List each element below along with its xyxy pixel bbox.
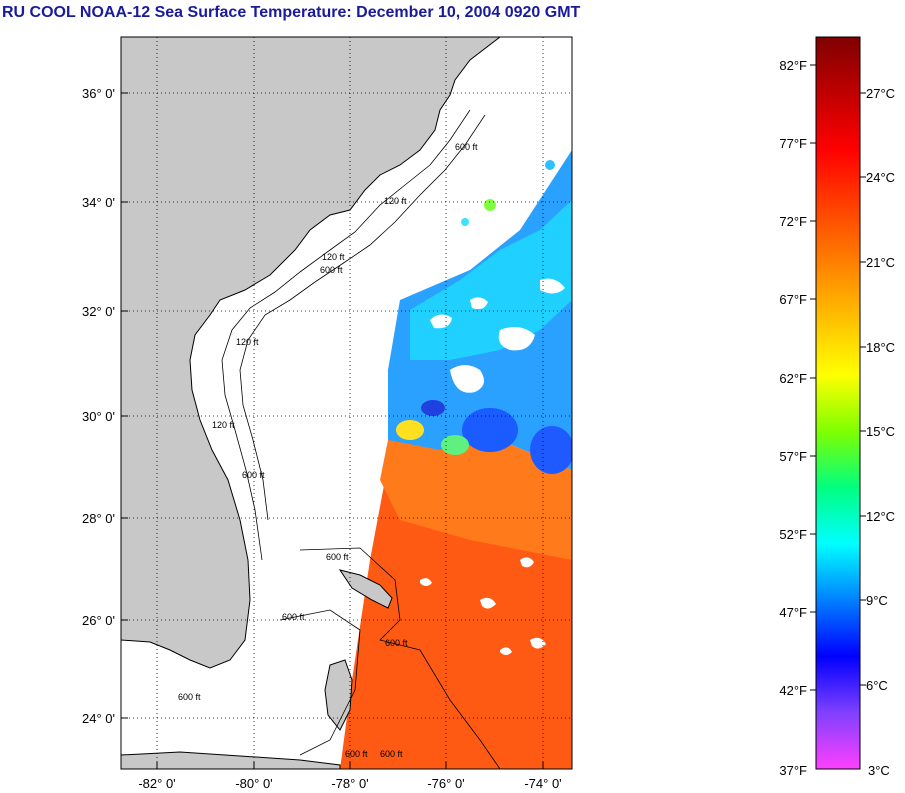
frame-ticks (121, 92, 544, 769)
c-label-3: 3°C (868, 763, 890, 778)
lon-label-76: -76° 0' (427, 776, 464, 791)
sst-orange-patches (380, 430, 572, 560)
f-label-67: 67°F (779, 292, 807, 307)
lon-label-74: -74° 0' (524, 776, 561, 791)
fahrenheit-ticks (810, 64, 816, 691)
lon-label-78: -78° 0' (331, 776, 368, 791)
contour-label-2: 600 ft (455, 142, 478, 152)
sst-cold-patch-3 (421, 400, 445, 416)
c-label-12: 12°C (866, 509, 895, 524)
contour-label-8: 600 ft (282, 612, 305, 622)
contour-120ft (221, 109, 471, 561)
contour-label-5: 120 ft (236, 337, 259, 347)
f-label-57: 57°F (779, 449, 807, 464)
lat-label-36: 36° 0' (82, 86, 115, 101)
land-us-southeast (121, 37, 501, 669)
f-label-37: 37°F (779, 763, 807, 778)
f-label-62: 62°F (779, 371, 807, 386)
lat-label-30: 30° 0' (82, 409, 115, 424)
contour-bahamas (279, 547, 501, 769)
contour-label-3: 120 ft (322, 252, 345, 262)
f-label-52: 52°F (779, 527, 807, 542)
sst-cold-patch-2 (530, 426, 572, 474)
bathymetry-contours (221, 109, 501, 769)
map-title: RU COOL NOAA-12 Sea Surface Temperature:… (2, 4, 581, 21)
contour-600ft (239, 114, 486, 521)
contour-label-7: 600 ft (326, 552, 349, 562)
lat-label-34: 34° 0' (82, 195, 115, 210)
sst-yellow-patch (396, 420, 424, 440)
lat-label-24: 24° 0' (82, 711, 115, 726)
land-grand-bahama (338, 569, 393, 609)
lon-label-82: -82° 0' (138, 776, 175, 791)
sst-cold-patch-1 (462, 408, 518, 452)
c-label-27: 27°C (866, 86, 895, 101)
land-cuba (121, 751, 341, 769)
sst-scattered-2 (545, 160, 555, 170)
f-label-77: 77°F (779, 136, 807, 151)
c-label-21: 21°C (866, 255, 895, 270)
sst-swath (340, 150, 572, 769)
c-label-18: 18°C (866, 340, 895, 355)
f-label-42: 42°F (779, 683, 807, 698)
lat-label-28: 28° 0' (82, 511, 115, 526)
land-andros (324, 659, 353, 731)
c-label-24: 24°C (866, 170, 895, 185)
lon-label-80: -80° 0' (235, 776, 272, 791)
f-label-47: 47°F (779, 605, 807, 620)
color-scale-bar (815, 36, 861, 770)
lat-label-26: 26° 0' (82, 613, 115, 628)
f-label-82: 82°F (779, 58, 807, 73)
c-label-6: 6°C (866, 678, 888, 693)
contour-label-6: 600 ft (242, 470, 265, 480)
contour-label-11: 600 ft (178, 692, 201, 702)
c-label-15: 15°C (866, 424, 895, 439)
contour-label-4: 600 ft (320, 265, 343, 275)
cloud-gaps (420, 278, 565, 655)
celsius-ticks (860, 92, 866, 686)
c-label-9: 9°C (866, 593, 888, 608)
contour-label-13: 600 ft (380, 749, 403, 759)
map-border (120, 36, 573, 770)
contour-label-1: 120 ft (384, 196, 407, 206)
lat-label-32: 32° 0' (82, 304, 115, 319)
contour-label-9: 120 ft (212, 420, 235, 430)
contour-label-10: 600 ft (385, 638, 408, 648)
sst-scattered-3 (461, 218, 469, 226)
contour-label-12: 600 ft (345, 749, 368, 759)
sst-green-patch (441, 435, 469, 455)
f-label-72: 72°F (779, 214, 807, 229)
